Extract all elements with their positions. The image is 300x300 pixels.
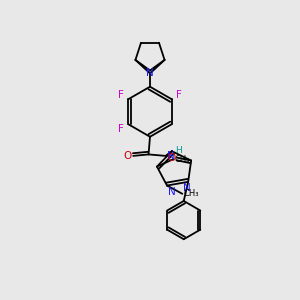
Text: O: O <box>168 153 176 163</box>
Text: N: N <box>169 187 176 197</box>
Text: N: N <box>146 68 154 78</box>
Text: F: F <box>118 124 124 134</box>
Text: H: H <box>175 146 181 155</box>
Text: F: F <box>176 90 182 100</box>
Text: CH₃: CH₃ <box>175 155 190 164</box>
Text: O: O <box>124 151 132 161</box>
Text: N: N <box>182 183 190 193</box>
Text: N: N <box>167 151 175 161</box>
Text: CH₃: CH₃ <box>184 189 199 198</box>
Text: F: F <box>118 90 124 100</box>
